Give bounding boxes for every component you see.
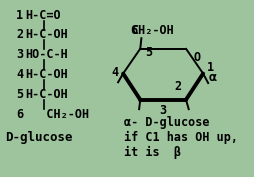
Text: 4: 4	[16, 68, 23, 81]
Text: D-glucose: D-glucose	[5, 130, 72, 144]
Text: O: O	[193, 51, 200, 64]
Text: 2: 2	[174, 79, 181, 93]
Text: CH₂-OH: CH₂-OH	[131, 24, 173, 37]
Text: 1: 1	[16, 8, 23, 22]
Text: HO-C-H: HO-C-H	[25, 48, 68, 61]
Text: 3: 3	[16, 48, 23, 61]
Text: if C1 has OH up,: if C1 has OH up,	[123, 130, 237, 144]
Text: H-C-OH: H-C-OH	[25, 88, 68, 101]
Text: α- D-glucose: α- D-glucose	[123, 116, 208, 129]
Text: 6: 6	[130, 24, 137, 37]
Text: H-C-OH: H-C-OH	[25, 28, 68, 41]
Text: 3: 3	[159, 104, 166, 117]
Text: H-C=O: H-C=O	[25, 8, 61, 22]
Text: 1: 1	[206, 61, 213, 74]
Text: 4: 4	[111, 66, 118, 79]
Text: H-C-OH: H-C-OH	[25, 68, 68, 81]
Text: CH₂-OH: CH₂-OH	[25, 108, 89, 121]
Text: it is  β: it is β	[123, 145, 180, 159]
Text: 6: 6	[16, 108, 23, 121]
Text: 2: 2	[16, 28, 23, 41]
Text: α: α	[208, 71, 216, 84]
Text: 5: 5	[16, 88, 23, 101]
Text: 5: 5	[145, 46, 152, 59]
